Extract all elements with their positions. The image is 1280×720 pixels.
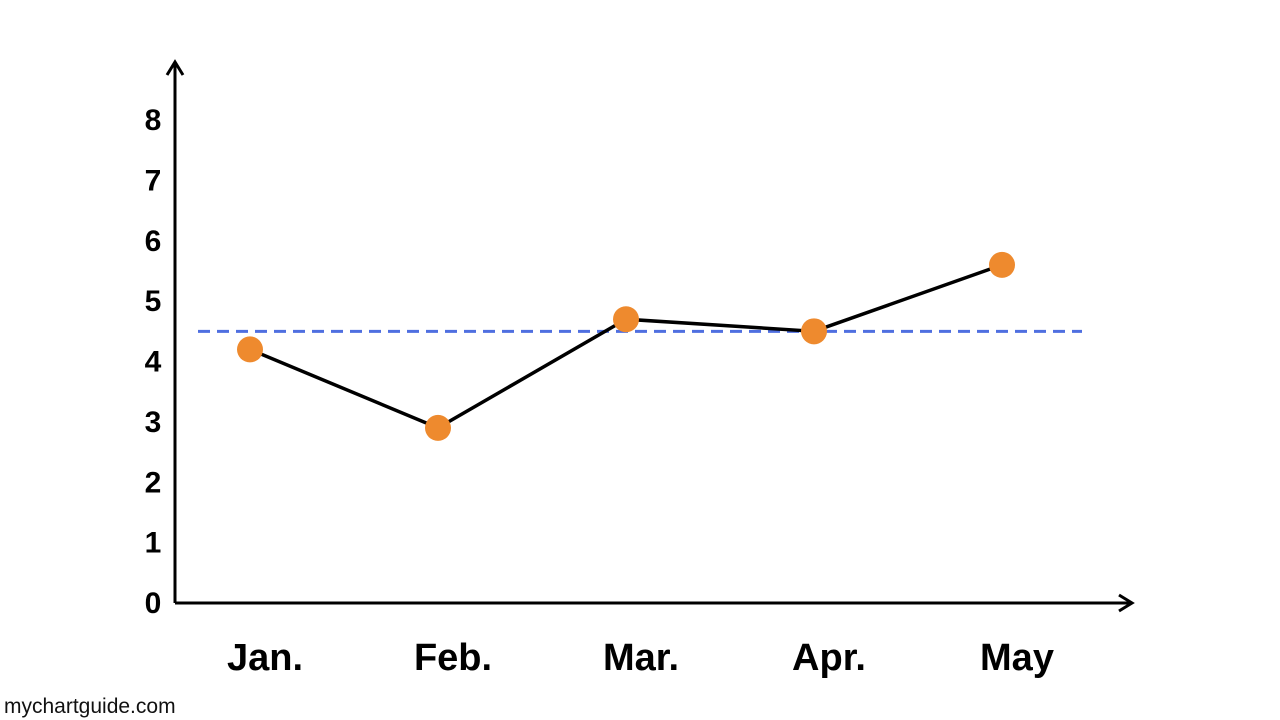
y-tick-label: 7 <box>145 164 162 197</box>
y-tick-labels: 0 1 2 3 4 5 6 7 8 <box>145 104 162 620</box>
series-line <box>249 263 1003 430</box>
data-point <box>425 414 451 441</box>
y-tick-label: 8 <box>145 104 162 137</box>
data-point <box>801 318 827 345</box>
y-tick-label: 2 <box>145 466 162 499</box>
y-tick-label: 3 <box>145 406 162 439</box>
y-tick-label: 0 <box>145 587 162 620</box>
x-tick-label: Feb. <box>414 637 492 679</box>
data-point <box>613 306 639 333</box>
y-axis-arrow <box>165 59 185 76</box>
y-tick-label: 6 <box>145 225 162 258</box>
x-axis <box>175 593 1135 613</box>
data-point <box>989 251 1015 278</box>
x-tick-label: Apr. <box>792 637 866 679</box>
y-axis <box>165 59 185 603</box>
y-tick-label: 4 <box>145 346 162 379</box>
y-tick-label: 1 <box>145 527 162 560</box>
x-tick-label: May <box>980 637 1054 679</box>
watermark-text: mychartguide.com <box>4 695 176 718</box>
x-tick-labels: Jan. Feb. Mar. Apr. May <box>227 637 1054 679</box>
x-tick-label: Mar. <box>603 637 679 679</box>
y-tick-label: 5 <box>145 285 162 318</box>
x-tick-label: Jan. <box>227 637 303 679</box>
data-point <box>237 336 263 363</box>
data-markers <box>237 251 1015 441</box>
x-axis-arrow <box>1118 593 1135 613</box>
